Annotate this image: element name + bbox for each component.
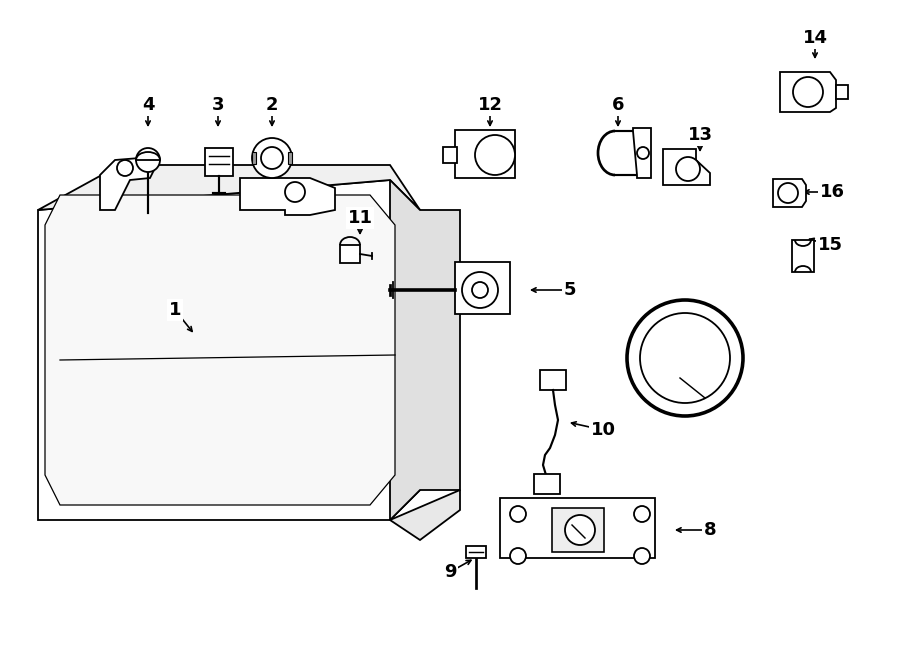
Bar [792,240,814,272]
Circle shape [475,135,515,175]
Text: 14: 14 [803,29,827,47]
Text: 11: 11 [347,209,373,227]
Text: 3: 3 [212,96,224,114]
Bar [443,147,457,163]
Polygon shape [252,152,256,164]
Circle shape [627,300,743,416]
Circle shape [510,548,526,564]
Text: 15: 15 [817,236,842,254]
Polygon shape [240,178,335,215]
Text: 16: 16 [820,183,844,201]
Circle shape [676,157,700,181]
Polygon shape [45,195,395,505]
Circle shape [634,548,650,564]
Bar [534,474,560,494]
Text: 4: 4 [142,96,154,114]
Bar [540,370,566,390]
Text: 12: 12 [478,96,502,114]
Circle shape [778,183,798,203]
Circle shape [793,77,823,107]
Bar [466,546,486,558]
Circle shape [634,506,650,522]
Text: 1: 1 [169,301,181,319]
Polygon shape [773,179,806,207]
Circle shape [565,515,595,545]
Polygon shape [38,165,420,210]
Bar [552,508,604,552]
Text: 13: 13 [688,126,713,144]
Bar [455,262,510,314]
Bar [205,148,233,176]
Text: 8: 8 [704,521,716,539]
Bar [340,245,360,263]
Polygon shape [100,158,155,210]
Circle shape [510,506,526,522]
Polygon shape [633,128,651,178]
Text: 10: 10 [590,421,616,439]
Circle shape [285,182,305,202]
Circle shape [136,148,160,172]
Bar [500,498,655,558]
Bar [836,85,848,99]
Circle shape [462,272,498,308]
Bar [455,130,515,178]
Polygon shape [390,180,460,520]
Circle shape [252,138,292,178]
Circle shape [640,313,730,403]
Polygon shape [663,149,710,185]
Polygon shape [38,180,420,520]
Circle shape [472,282,488,298]
Text: 7: 7 [714,376,726,394]
Polygon shape [288,152,292,164]
Text: 9: 9 [444,563,456,581]
Text: 5: 5 [563,281,576,299]
Text: 6: 6 [612,96,625,114]
Circle shape [637,147,649,159]
Text: 2: 2 [266,96,278,114]
Polygon shape [780,72,836,112]
Circle shape [117,160,133,176]
Polygon shape [390,490,460,540]
Circle shape [261,147,283,169]
